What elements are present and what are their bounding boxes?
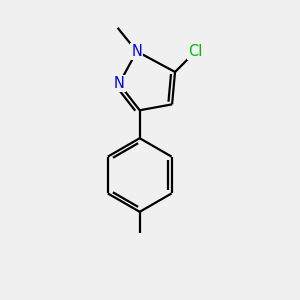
Text: N: N <box>131 44 142 59</box>
Text: Cl: Cl <box>188 44 203 59</box>
Text: N: N <box>114 76 124 91</box>
